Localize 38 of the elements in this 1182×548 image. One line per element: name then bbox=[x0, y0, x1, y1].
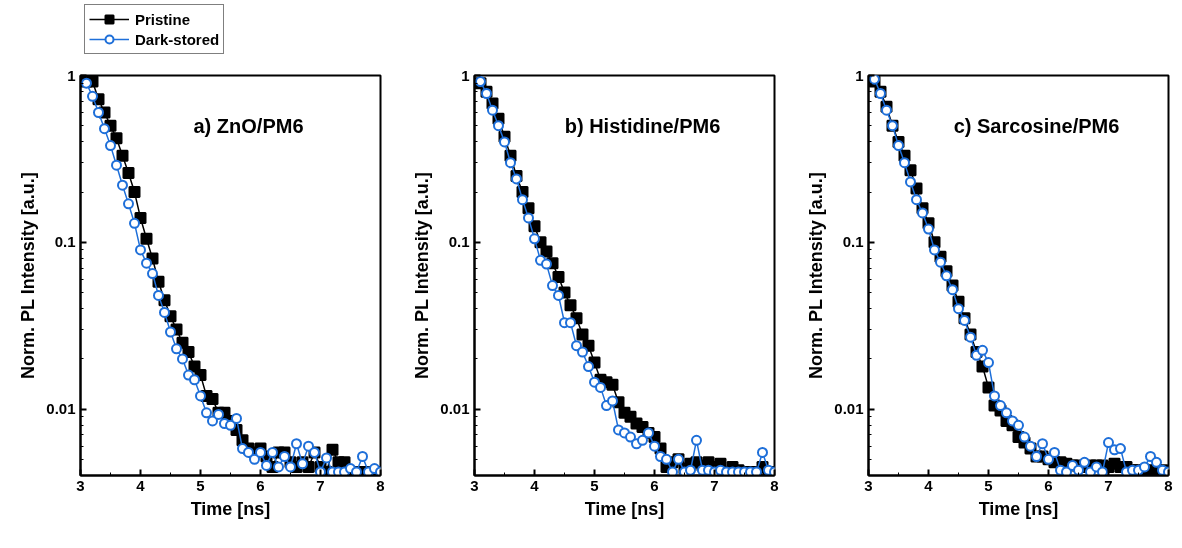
y-tick-label: 1 bbox=[461, 66, 470, 84]
x-tick-label: 4 bbox=[924, 476, 934, 494]
y-tick-label: 0.1 bbox=[54, 233, 76, 251]
legend-label: Pristine bbox=[135, 10, 191, 28]
x-tick-label: 8 bbox=[1164, 476, 1173, 494]
y-tick-label: 0.01 bbox=[46, 400, 76, 418]
x-tick-label: 4 bbox=[136, 476, 146, 494]
legend-label: Dark-stored bbox=[135, 30, 220, 48]
x-tick-label: 6 bbox=[650, 476, 659, 494]
x-tick-label: 3 bbox=[76, 476, 85, 494]
x-tick-label: 7 bbox=[710, 476, 719, 494]
x-axis-title: Time [ns] bbox=[190, 498, 271, 519]
y-tick-label: 1 bbox=[855, 66, 864, 84]
text: c) Sarcosine/PM6 bbox=[953, 114, 1120, 137]
y-tick-label: 0.1 bbox=[842, 233, 864, 251]
y-tick-label: 1 bbox=[67, 66, 76, 84]
x-tick-label: 6 bbox=[1044, 476, 1053, 494]
x-tick-label: 8 bbox=[770, 476, 779, 494]
x-tick-label: 3 bbox=[470, 476, 479, 494]
text: a) ZnO/PM6 bbox=[193, 114, 304, 137]
x-tick-label: 8 bbox=[376, 476, 385, 494]
y-tick-label: 0.01 bbox=[834, 400, 864, 418]
x-tick-label: 7 bbox=[1104, 476, 1113, 494]
x-tick-label: 3 bbox=[864, 476, 873, 494]
x-tick-label: 5 bbox=[196, 476, 205, 494]
y-axis-title: Norm. PL Intensity [a.u.] bbox=[412, 172, 433, 380]
x-axis-title: Time [ns] bbox=[978, 498, 1059, 519]
x-tick-label: 7 bbox=[316, 476, 325, 494]
x-tick-label: 4 bbox=[530, 476, 540, 494]
text: b) Histidine/PM6 bbox=[564, 114, 721, 137]
x-tick-label: 5 bbox=[984, 476, 993, 494]
y-axis-title: Norm. PL Intensity [a.u.] bbox=[18, 172, 39, 380]
y-axis-title: Norm. PL Intensity [a.u.] bbox=[806, 172, 827, 380]
y-tick-label: 0.1 bbox=[448, 233, 470, 251]
y-tick-label: 0.01 bbox=[440, 400, 470, 418]
x-axis-title: Time [ns] bbox=[584, 498, 665, 519]
x-tick-label: 6 bbox=[256, 476, 265, 494]
x-tick-label: 5 bbox=[590, 476, 599, 494]
